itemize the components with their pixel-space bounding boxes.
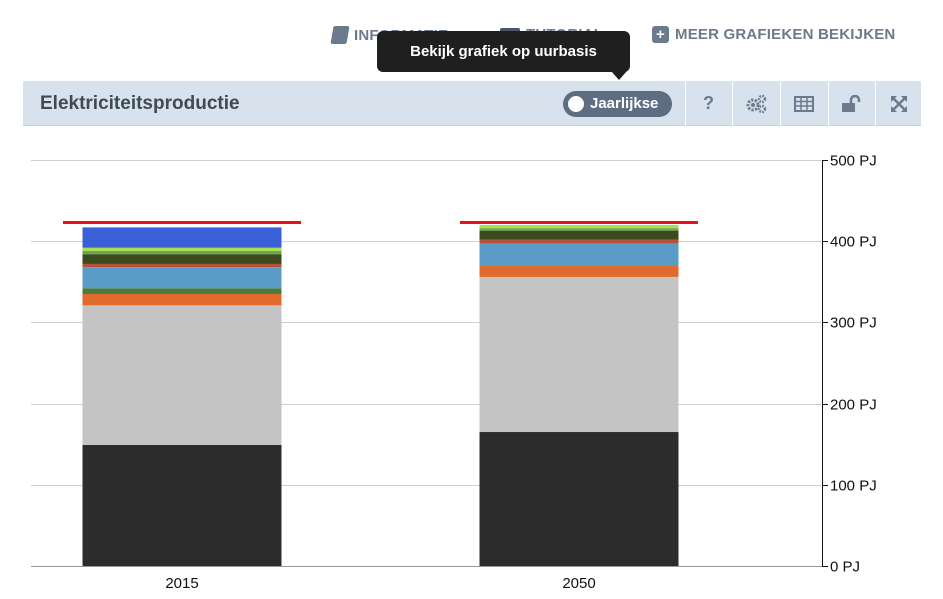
plus-icon: + [652,26,669,43]
tooltip: Bekijk grafiek op uurbasis [377,31,630,80]
more-charts-label: MEER GRAFIEKEN BEKIJKEN [675,26,896,43]
bar-segment [479,239,679,244]
lock-icon [841,94,860,112]
bar-segment [479,265,679,277]
bar-segment [82,247,282,251]
expand-button[interactable] [875,81,921,126]
bar-segment [479,224,679,229]
settings-button[interactable] [732,81,778,126]
bar-segment [479,276,679,433]
period-toggle[interactable]: Jaarlijkse [563,91,672,117]
table-icon [793,95,814,112]
y-tick-label: 500 PJ [830,153,877,170]
chart-header: Elektriciteitsproductie Jaarlijkse ? [23,81,921,126]
chart-title: Elektriciteitsproductie [40,93,240,114]
y-tick-label: 300 PJ [830,315,877,332]
bar-segment [82,267,282,289]
x-tick-label: 2015 [165,575,198,592]
bar-segment [479,432,679,566]
bar-segment [82,263,282,268]
gears-icon [746,94,766,113]
help-icon: ? [703,93,714,113]
bar-segment [82,227,282,248]
y-tick-label: 200 PJ [830,397,877,414]
lock-button[interactable] [828,81,874,126]
more-charts-link[interactable]: + MEER GRAFIEKEN BEKIJKEN [652,26,895,43]
y-tick-label: 100 PJ [830,478,877,495]
y-tick-label: 0 PJ [830,559,860,576]
bar-segment [82,250,282,255]
table-button[interactable] [780,81,826,126]
bar-segment [82,305,282,446]
toggle-label: Jaarlijkse [590,95,659,112]
bar-segment [479,243,679,266]
bar-segment [82,445,282,566]
bar-segment [479,230,679,240]
tooltip-text: Bekijk grafiek op uurbasis [410,43,597,60]
x-tick-label: 2050 [562,575,595,592]
bar-segment [82,288,282,294]
bar-segment [82,254,282,264]
y-tick-label: 400 PJ [830,234,877,251]
help-button[interactable]: ? [685,81,731,126]
bar-segment [479,228,679,231]
expand-icon [890,95,907,112]
toggle-knob [566,94,586,114]
bar-segment [82,293,282,306]
